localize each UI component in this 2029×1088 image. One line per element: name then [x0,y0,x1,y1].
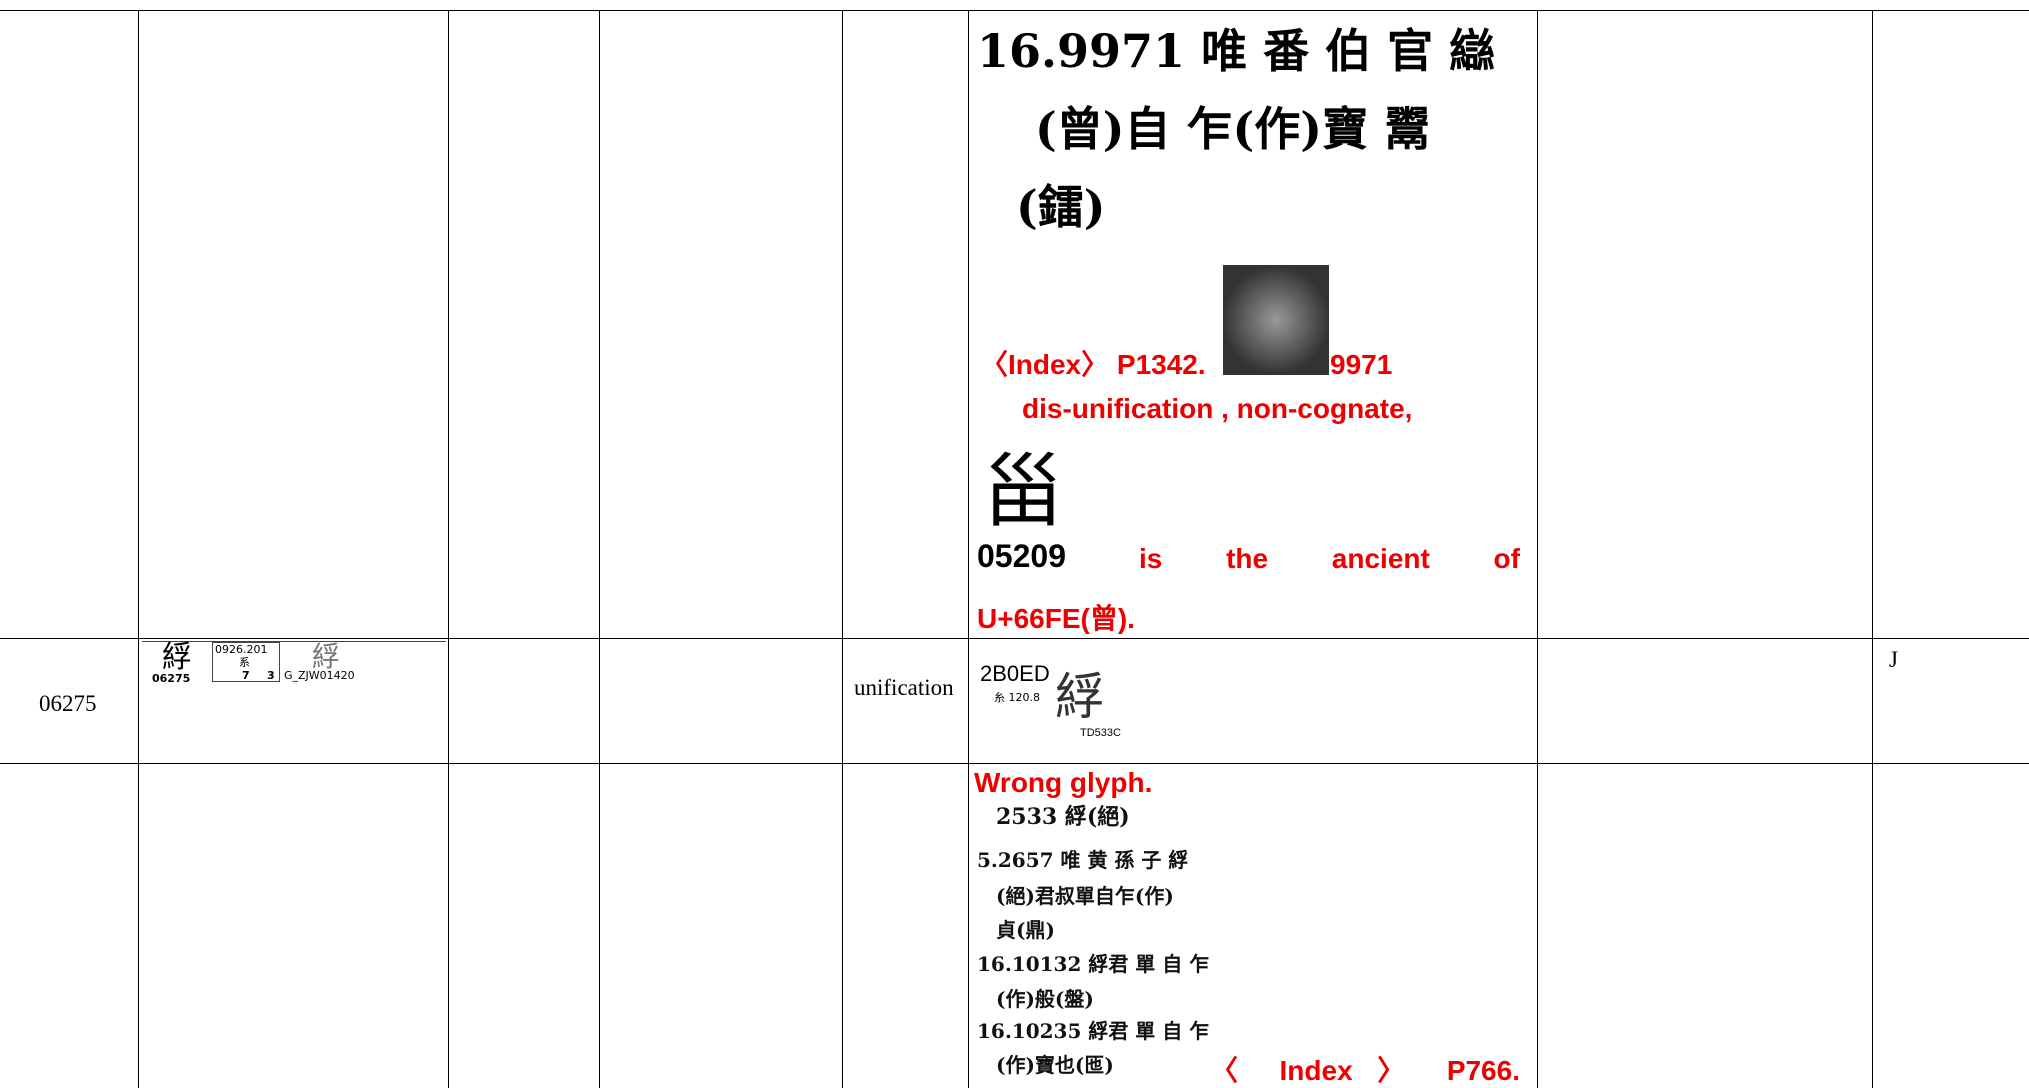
glyph-code: 05209 [977,538,1066,574]
card-sub: 3 [267,669,275,682]
evidence-line: 〈Index〉 P1342. [980,349,1206,380]
glyph-card: 綒 06275 0926.201 系 7 3 綒 G_ZJW01420 [142,640,446,685]
evidence-line: Wrong glyph. [974,767,1153,798]
col-border [599,10,600,1088]
row-border [0,638,2029,639]
row-border [0,10,2029,11]
evidence-line: 〈 Index 〉 P766. [1210,1055,1520,1086]
row-border [0,763,2029,764]
evidence-line: 貞(鼎) [996,918,1055,942]
card-box [212,642,280,682]
col-border [842,10,843,1088]
evidence-line: 2533 綒(絕) [996,804,1130,830]
card-serial: 06275 [152,672,191,685]
evidence-line: is the ancient of [1139,543,1520,574]
evidence-glyph: 綒 [1055,668,1105,726]
card-radical: 系 [239,656,250,669]
note: J [1889,647,1898,672]
evidence-source: TD533C [1080,727,1121,739]
id: 06275 [39,691,97,716]
evidence-line: (作)寶也(匜) [996,1053,1114,1077]
glyph-image [1223,265,1329,375]
evidence-line: 9971 [1330,349,1393,380]
evidence-line: 16.10235 綒君 單 自 乍 [977,1019,1210,1043]
col-border [138,10,139,1088]
card-source-glyph: 綒 [312,640,341,673]
card-strokes: 7 [242,669,250,682]
col-border [448,10,449,1088]
col-border [1537,10,1538,1088]
card-source: G_ZJW01420 [284,669,355,682]
evidence-line: (曾)自 乍(作)寶 鬻 [1035,102,1431,156]
evidence-line: (鐳) [1016,180,1106,234]
evidence-line: 16.9971 唯 番 伯 官 䜌 [977,24,1496,78]
evidence-line: 16.10132 綒君 單 自 乍 [977,952,1210,976]
card-code: 0926.201 [215,643,268,656]
card-glyph: 綒 [162,640,192,675]
evidence-line: U+66FE(曾). [977,603,1135,634]
status: unification [854,675,954,700]
col-border [1872,10,1873,1088]
evidence-line: 5.2657 唯 黄 孫 子 綒 [977,848,1189,872]
evidence-line: (絕)君叔單自乍(作) [996,884,1174,908]
evidence-line: (作)般(盤) [996,987,1094,1011]
evidence-radical: 糸 120.8 [994,691,1040,704]
evidence-line: dis-unification , non-cognate, [1022,393,1413,424]
col-border [968,10,969,1088]
ancient-glyph: 甾 [983,445,1063,538]
evidence-code: 2B0ED [980,661,1050,686]
